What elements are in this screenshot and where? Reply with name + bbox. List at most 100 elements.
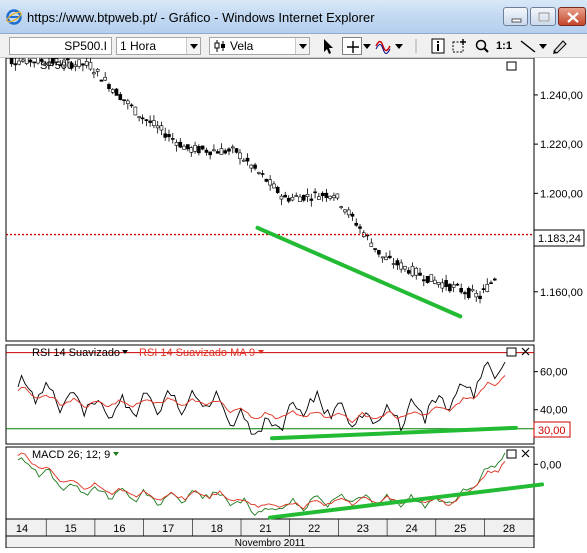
close-button[interactable] (558, 7, 586, 26)
chart-type-value: Vela (230, 39, 254, 53)
chevron-down-icon[interactable] (186, 38, 200, 54)
candle (350, 211, 355, 221)
zoom-icon[interactable] (472, 37, 492, 55)
zoom-reset-button[interactable]: 1:1 (496, 40, 512, 52)
candle (444, 274, 448, 291)
macd-pane-label[interactable]: MACD 26; 12; 9 (32, 449, 110, 461)
candle (309, 193, 314, 207)
candle (485, 278, 490, 293)
price-pane-label: SP500 (40, 60, 73, 72)
chevron-down-icon[interactable] (113, 452, 119, 456)
candle (395, 258, 400, 270)
candlestick-icon (214, 40, 225, 52)
crosshair-icon[interactable] (342, 37, 362, 55)
candle (388, 250, 392, 260)
candle (455, 282, 460, 286)
pen-icon[interactable] (550, 37, 570, 55)
candle (155, 121, 160, 134)
price-tick-label: 1.160,00 (540, 287, 583, 299)
rsi-level-label: 30,00 (538, 425, 566, 437)
candle (144, 118, 149, 127)
period-select[interactable]: 1 Hora (116, 37, 201, 55)
candle (126, 98, 130, 110)
chevron-down-icon[interactable] (394, 37, 404, 55)
candle (200, 145, 205, 151)
price-candles (9, 52, 497, 304)
trendline-icon[interactable] (518, 37, 538, 55)
close-icon (567, 12, 579, 23)
candle (152, 115, 156, 129)
candle (343, 209, 347, 215)
candle (346, 207, 351, 219)
candle (43, 60, 48, 65)
minimize-button[interactable] (503, 7, 528, 26)
candle (414, 266, 419, 280)
chevron-down-icon[interactable] (538, 37, 548, 55)
candle (380, 256, 385, 263)
candle (9, 55, 14, 67)
macd-tick-label: 0,00 (540, 459, 561, 471)
candle (421, 275, 426, 287)
month-label: Novembro 2011 (235, 538, 306, 548)
candle (92, 68, 96, 79)
candle (283, 191, 288, 198)
chevron-down-icon[interactable] (258, 350, 264, 354)
candle (481, 284, 486, 294)
maximize-button[interactable] (530, 7, 556, 26)
maximize-pane-icon[interactable] (506, 347, 517, 357)
maximize-pane-icon[interactable] (506, 449, 517, 459)
maximize-pane-icon[interactable] (506, 61, 517, 71)
price-y-axis: 1.240,00 1.220,00 1.200,00 1.160,00 (534, 90, 583, 299)
x-tick-label: 28 (503, 523, 515, 535)
candle (129, 103, 134, 108)
x-axis-ticks: 14 15 16 17 18 21 22 23 24 25 28 (16, 519, 515, 536)
indicator-wave-icon[interactable] (374, 37, 394, 55)
candle (230, 144, 235, 154)
chevron-down-icon[interactable] (362, 37, 372, 55)
candle (418, 267, 422, 276)
cursor-arrow-icon[interactable] (318, 37, 338, 55)
chevron-down-icon[interactable] (295, 38, 309, 54)
candle (21, 55, 25, 63)
chart-area[interactable]: 1.240,00 1.220,00 1.200,00 1.160,00 1.183,2… (0, 52, 587, 549)
candle (301, 194, 306, 203)
candle (406, 267, 411, 275)
chart-canvas[interactable]: 1.240,00 1.220,00 1.200,00 1.160,00 1.183,2… (0, 52, 587, 549)
chevron-down-icon[interactable] (122, 350, 128, 354)
rsi-trendline (270, 425, 518, 441)
candle (425, 275, 430, 284)
candle (373, 248, 377, 253)
x-tick-label: 18 (211, 523, 223, 535)
x-tick-label: 14 (16, 523, 28, 535)
candle (69, 60, 74, 71)
candle (54, 55, 59, 66)
minimize-icon (511, 18, 522, 23)
chart-type-select[interactable]: Vela (209, 37, 310, 55)
rsi-tick-label: 60,00 (540, 367, 568, 379)
candle (73, 60, 78, 72)
candle (32, 61, 36, 68)
current-price-label: 1.183,24 (538, 233, 581, 245)
zoom-area-icon[interactable] (450, 37, 470, 55)
candle (249, 164, 254, 173)
candle (204, 147, 209, 156)
candle (260, 170, 265, 178)
x-tick-label: 17 (162, 523, 174, 535)
candle (403, 265, 407, 272)
candle (118, 91, 123, 101)
rsi-ma-pane-label[interactable]: RSI 14 Suavizado MA 9 (139, 347, 255, 359)
candle (219, 143, 224, 155)
close-pane-icon[interactable] (521, 347, 530, 356)
candle (324, 188, 329, 202)
rsi-pane-label[interactable]: RSI 14 Suavizado (32, 347, 120, 359)
candle (275, 185, 280, 195)
symbol-input[interactable]: SP500.I (9, 37, 112, 55)
candle (163, 127, 168, 141)
info-icon[interactable] (428, 37, 448, 55)
candle (478, 291, 482, 304)
internet-explorer-icon (6, 9, 22, 25)
candle (28, 59, 33, 67)
x-tick-label: 22 (308, 523, 320, 535)
close-pane-icon[interactable] (521, 449, 530, 458)
candle (264, 178, 269, 183)
